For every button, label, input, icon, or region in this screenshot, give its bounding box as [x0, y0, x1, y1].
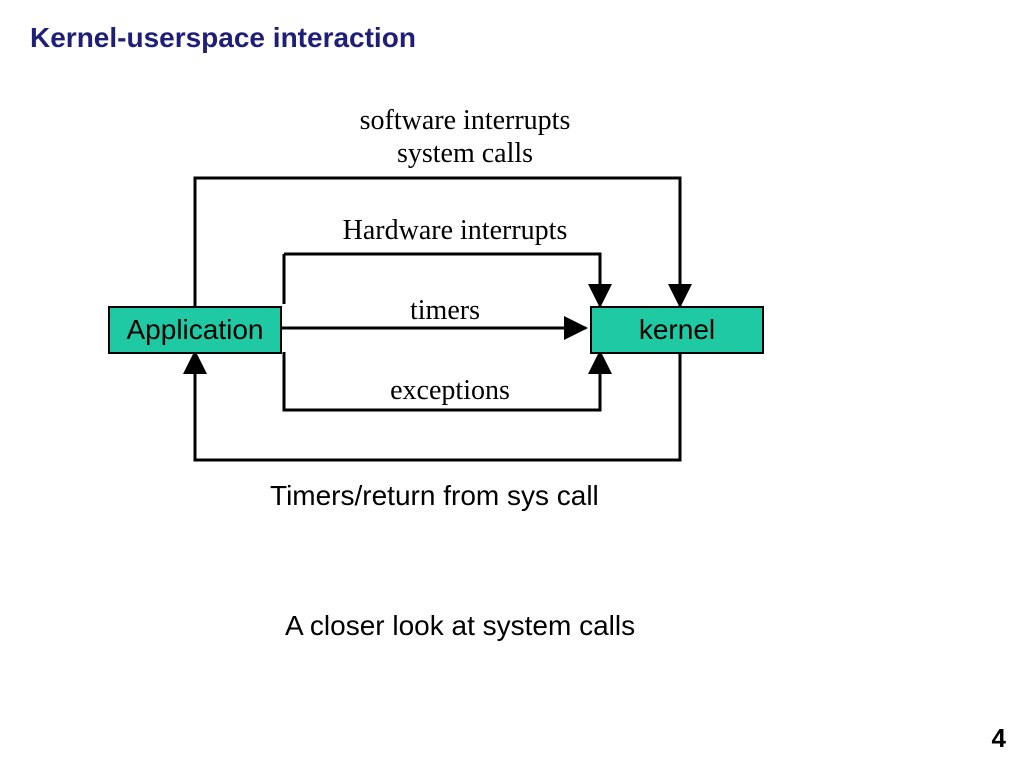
node-kernel-label: kernel [639, 314, 715, 346]
node-kernel: kernel [590, 306, 764, 354]
label-timers: timers [375, 295, 515, 327]
label-software-interrupts: software interrupts [335, 105, 595, 137]
label-exceptions: exceptions [360, 375, 540, 407]
caption-return-syscall: Timers/return from sys call [270, 480, 599, 512]
node-application: Application [108, 306, 282, 354]
page-number: 4 [992, 723, 1006, 754]
label-hardware-interrupts: Hardware interrupts [325, 215, 585, 247]
label-system-calls: system calls [335, 138, 595, 170]
node-application-label: Application [127, 314, 264, 346]
caption-closer-look: A closer look at system calls [285, 610, 635, 642]
